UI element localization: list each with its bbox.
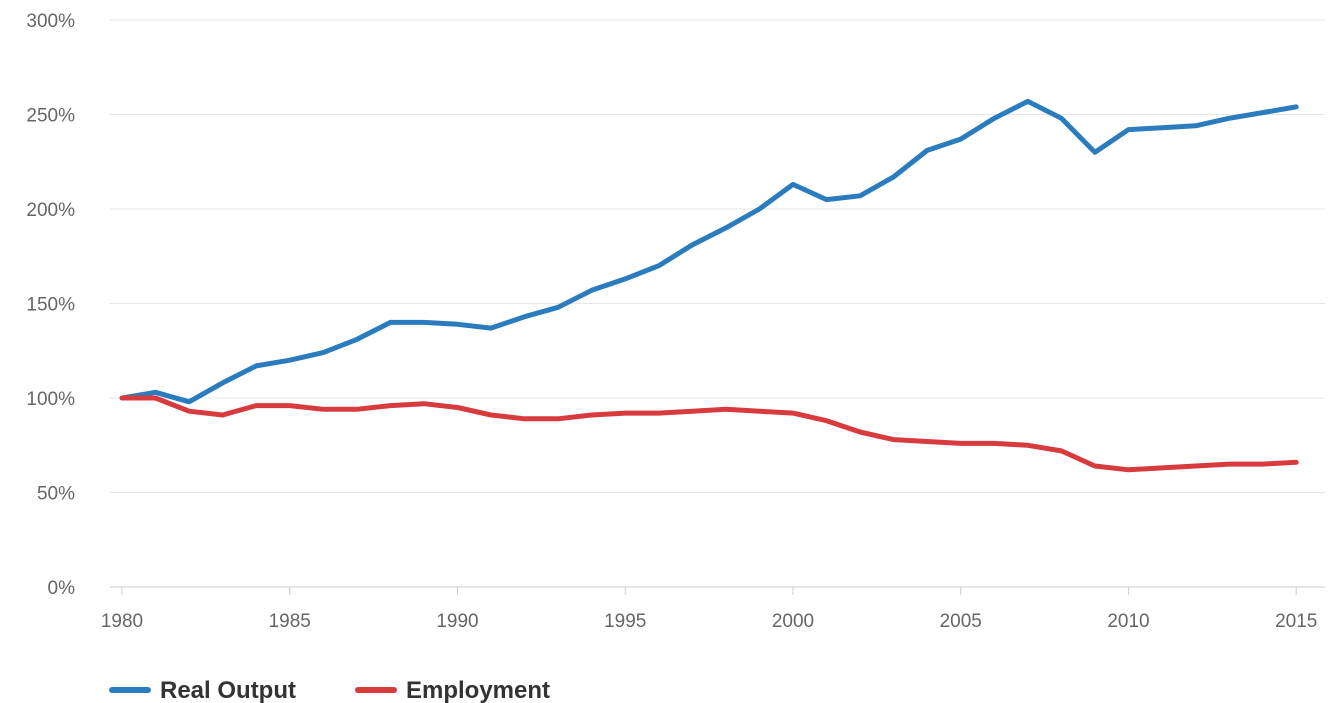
x-tick-label: 2000 <box>772 611 814 632</box>
legend-item-real-output[interactable]: Real Output <box>109 677 296 703</box>
legend-label: Employment <box>406 677 550 703</box>
y-tick-label: 0% <box>48 578 76 599</box>
x-tick-label: 2010 <box>1107 611 1149 632</box>
axes <box>110 586 1325 595</box>
series-lines <box>119 98 1299 473</box>
y-tick-label: 50% <box>37 484 75 505</box>
x-tick-label: 1985 <box>269 611 311 632</box>
y-tick-label: 200% <box>26 200 75 221</box>
legend-item-employment[interactable]: Employment <box>355 677 550 703</box>
x-tick-label: 2005 <box>940 611 982 632</box>
series-line-employment <box>119 395 1299 473</box>
series-line-real-output <box>119 98 1299 405</box>
legend: Real Output Employment <box>109 677 550 703</box>
x-tick-label: 2015 <box>1275 611 1317 632</box>
y-tick-label: 250% <box>26 106 75 127</box>
y-tick-label: 150% <box>26 295 75 316</box>
x-tick-label: 1980 <box>101 611 143 632</box>
gridlines <box>110 19 1325 493</box>
y-tick-label: 300% <box>26 11 75 32</box>
legend-label: Real Output <box>160 677 296 703</box>
x-tick-label: 1990 <box>436 611 478 632</box>
y-tick-label: 100% <box>26 389 75 410</box>
x-axis-tick-labels: 1980 1985 1990 1995 2000 2005 2010 2015 <box>101 611 1318 632</box>
y-axis-tick-labels: 0% 50% 100% 150% 200% 250% 300% <box>26 11 75 599</box>
x-tick-label: 1995 <box>604 611 646 632</box>
